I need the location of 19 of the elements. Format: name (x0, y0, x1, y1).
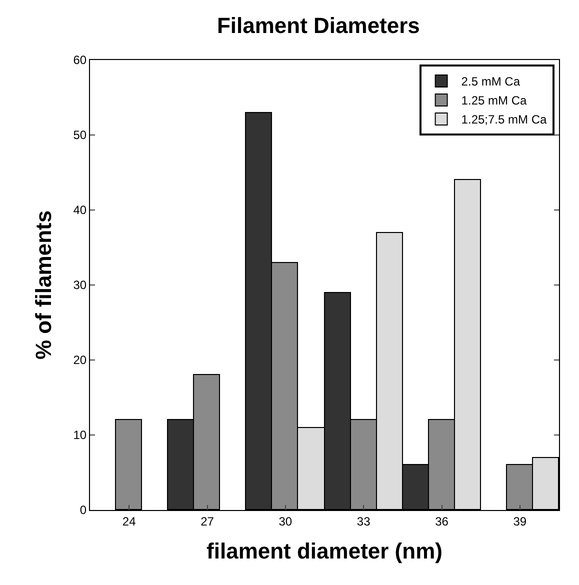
legend-label: 1.25;7.5 mM Ca (461, 112, 548, 127)
x-tick-label: 36 (435, 514, 449, 528)
y-tick-label: 0 (80, 503, 87, 518)
y-tick-label: 50 (73, 128, 87, 142)
x-tick-label: 30 (278, 514, 292, 528)
y-tick-label: 30 (73, 278, 87, 292)
chart-title: Filament Diameters (216, 12, 420, 38)
y-tick-label: 20 (73, 353, 87, 368)
legend-label: 2.5 mM Ca (461, 74, 520, 89)
x-tick-label: 24 (122, 514, 136, 528)
legend-label: 1.25 mM Ca (461, 94, 527, 108)
y-tick-label: 10 (73, 428, 87, 442)
x-axis-title: filament diameter (nm) (206, 538, 442, 564)
x-tick-label: 27 (200, 514, 214, 528)
x-tick-label: 33 (356, 514, 371, 528)
x-tick-label: 39 (513, 514, 527, 528)
y-tick-label: 40 (73, 203, 87, 218)
y-tick-label: 60 (73, 53, 87, 68)
y-axis-title: % of filaments (31, 210, 56, 360)
